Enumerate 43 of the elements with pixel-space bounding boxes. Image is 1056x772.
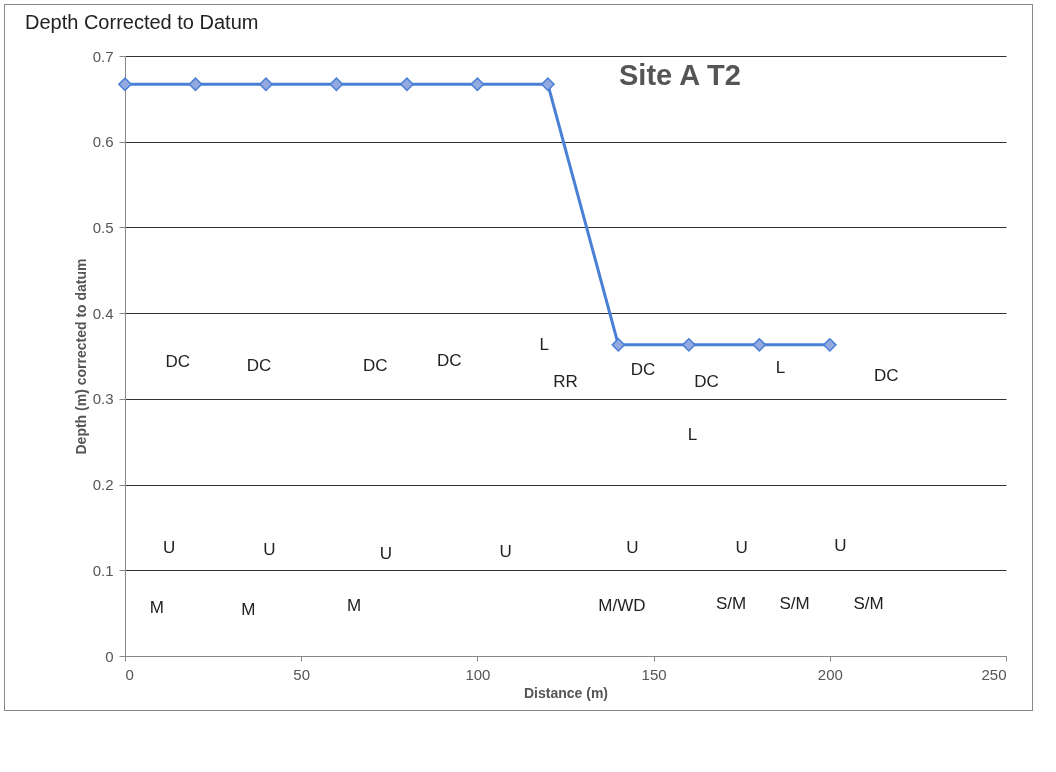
- annotation: L: [539, 334, 550, 354]
- annotation: S/M: [716, 593, 747, 613]
- y-axis-title: Depth (m) corrected to datum: [72, 258, 89, 455]
- y-tick-label: 0.1: [92, 561, 114, 579]
- y-tick-label: 0: [105, 647, 114, 665]
- y-tick-label: 0.6: [92, 133, 114, 151]
- annotation: DC: [630, 360, 656, 380]
- y-tick-label: 0.2: [92, 476, 114, 494]
- x-tick-label: 0: [125, 665, 134, 683]
- x-tick-label: 150: [641, 665, 667, 683]
- annotation: M: [241, 599, 256, 619]
- annotation: U: [499, 541, 512, 561]
- annotation: DC: [436, 351, 462, 371]
- y-tick-label: 0.3: [92, 390, 114, 408]
- x-axis-title: Distance (m): [523, 684, 609, 701]
- annotation: DC: [246, 355, 272, 375]
- annotation: M: [346, 596, 362, 616]
- annotation: L: [687, 424, 698, 444]
- annotation: M: [149, 598, 164, 617]
- annotation: U: [834, 535, 847, 555]
- chart-subtitle: Site A T2: [619, 59, 741, 91]
- annotation: S/M: [779, 593, 810, 613]
- y-tick-label: 0.5: [92, 218, 114, 236]
- chart-title: Depth Corrected to Datum: [25, 11, 259, 33]
- annotation: U: [162, 538, 176, 557]
- annotation: DC: [694, 371, 719, 391]
- annotation: DC: [362, 355, 388, 375]
- x-tick-label: 100: [465, 665, 491, 683]
- annotation: U: [379, 544, 392, 563]
- annotation: U: [263, 539, 276, 559]
- annotation: M/WD: [598, 596, 646, 616]
- annotation: S/M: [853, 593, 884, 613]
- annotation: RR: [553, 371, 578, 391]
- y-tick-label: 0.7: [92, 47, 114, 65]
- x-tick-label: 250: [981, 665, 1007, 683]
- annotation: L: [775, 358, 786, 377]
- y-tick-label: 0.4: [92, 304, 114, 322]
- annotation: U: [626, 538, 639, 557]
- annotation: U: [735, 538, 748, 557]
- annotation: DC: [165, 352, 191, 371]
- x-tick-label: 200: [817, 665, 843, 683]
- x-tick-label: 50: [293, 665, 311, 683]
- annotation: DC: [873, 366, 899, 386]
